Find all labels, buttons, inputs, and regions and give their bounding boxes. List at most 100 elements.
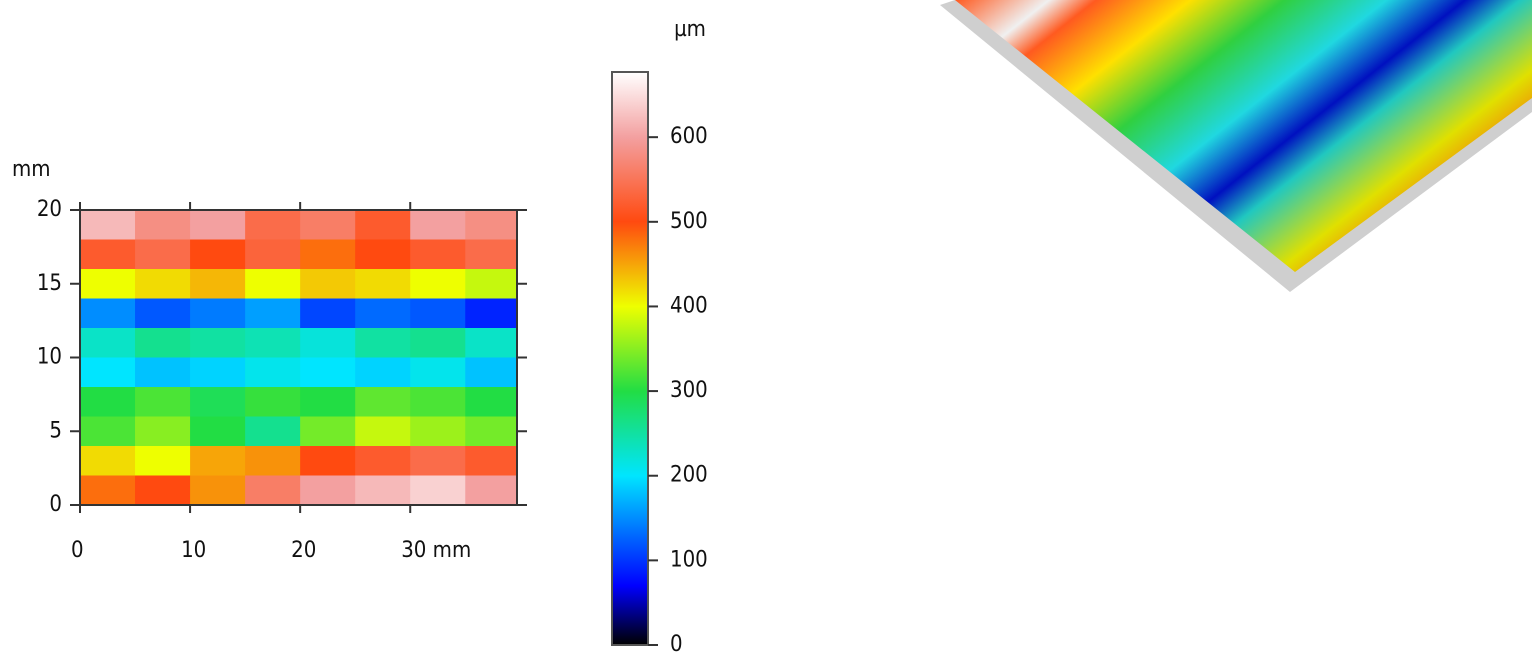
x-tick-label: 20	[291, 538, 316, 563]
heatmap-cell	[245, 475, 301, 506]
heatmap-cell	[135, 210, 191, 240]
colorbar-tick-label: 100	[670, 547, 708, 572]
heatmap-cell	[465, 475, 518, 506]
y-tick-label: 10	[37, 345, 62, 370]
heatmap-cell	[80, 298, 136, 329]
heatmap-cell	[245, 357, 301, 388]
heatmap-cell	[300, 328, 356, 358]
heatmap-cell	[190, 475, 246, 506]
colorbar-unit: µm	[674, 17, 706, 42]
heatmap-cell	[355, 298, 411, 329]
y-unit: mm	[12, 157, 51, 182]
heatmap-cell	[80, 357, 136, 388]
heatmap-cell	[355, 446, 411, 476]
y-tick-label: 15	[37, 271, 62, 296]
heatmap-cell	[410, 446, 466, 476]
heatmap-cell	[80, 446, 136, 476]
x-tick-label: 0	[71, 538, 84, 563]
heatmap-cell	[300, 357, 356, 388]
heatmap-cell	[355, 357, 411, 388]
heatmap-cell	[300, 416, 356, 447]
heatmap-cell	[355, 475, 411, 506]
heatmap-cell	[465, 387, 518, 417]
colorbar-tick-label: 200	[670, 463, 708, 488]
heatmap-cell	[245, 210, 301, 240]
heatmap-cell	[300, 239, 356, 270]
colorbar-tick-label: 500	[670, 209, 708, 234]
heatmap-cell	[300, 269, 356, 299]
heatmap-cell	[410, 387, 466, 417]
heatmap-cell	[190, 446, 246, 476]
heatmap-cell	[355, 210, 411, 240]
heatmap-cell	[190, 210, 246, 240]
colorbar-tick-label: 400	[670, 293, 708, 318]
y-tick-label: 20	[37, 197, 62, 222]
heatmap-cell	[135, 446, 191, 476]
y-tick-label: 0	[49, 492, 62, 517]
heatmap-cell	[465, 239, 518, 270]
heatmap-cell	[355, 416, 411, 447]
heatmap-cell	[135, 298, 191, 329]
colorbar-gradient	[611, 71, 649, 646]
heatmap-cell	[190, 269, 246, 299]
y-tick-label: 5	[49, 418, 62, 443]
heatmap-cell	[80, 387, 136, 417]
heatmap-cell	[410, 298, 466, 329]
heatmap-cell	[80, 416, 136, 447]
heatmap-cell	[410, 210, 466, 240]
heatmap-cell	[410, 416, 466, 447]
heatmap-cell	[300, 210, 356, 240]
heatmap-cell	[300, 387, 356, 417]
heatmap-cell	[135, 357, 191, 388]
heatmap-cell	[410, 239, 466, 270]
heatmap-cell	[465, 416, 518, 447]
heatmap-cell	[135, 387, 191, 417]
heatmap-cell	[300, 446, 356, 476]
heatmap-cell	[245, 328, 301, 358]
heatmap-cell	[245, 446, 301, 476]
heatmap-cell	[355, 269, 411, 299]
heatmap-cell	[410, 328, 466, 358]
heatmap-cell	[465, 446, 518, 476]
colorbar-tick-label: 300	[670, 378, 708, 403]
heatmap-cell	[135, 475, 191, 506]
heatmap-cell	[410, 357, 466, 388]
heatmap-cell	[245, 416, 301, 447]
heatmap-cell	[465, 298, 518, 329]
heatmap-cell	[410, 475, 466, 506]
heatmap-cell	[245, 298, 301, 329]
heatmap-cell	[190, 298, 246, 329]
heatmap-cell	[465, 210, 518, 240]
heatmap-cell	[355, 387, 411, 417]
heatmap-cell	[300, 298, 356, 329]
heatmap-cell	[300, 475, 356, 506]
colorbar-tick-label: 0	[670, 632, 683, 657]
heatmap-cell	[80, 239, 136, 270]
heatmap-cell	[190, 416, 246, 447]
heatmap-cell	[190, 357, 246, 388]
heatmap-cell	[190, 387, 246, 417]
heatmap-cell	[465, 269, 518, 299]
heatmap-cell	[245, 239, 301, 270]
x-tick-label: 10	[181, 538, 206, 563]
heatmap-cell	[80, 475, 136, 506]
heatmap-cell	[410, 269, 466, 299]
heatmap-cell	[245, 387, 301, 417]
heatmap-cell	[465, 357, 518, 388]
x-tick-label: 30 mm	[401, 538, 471, 563]
heatmap-cell	[355, 328, 411, 358]
heatmap-cell	[190, 239, 246, 270]
heatmap-cell	[245, 269, 301, 299]
heatmap-cell	[135, 269, 191, 299]
heatmap-cell	[465, 328, 518, 358]
heatmap-cell	[135, 239, 191, 270]
heatmap-cell	[190, 328, 246, 358]
heatmap-cell	[355, 239, 411, 270]
heatmap-cell	[135, 416, 191, 447]
heatmap-cell	[135, 328, 191, 358]
heatmap-cell	[80, 210, 136, 240]
heatmap-plot: 0 10 20 30 mm 0 5 10 15 20 mm	[12, 157, 527, 563]
colorbar: 0 100 200 300 400 500 600 µm	[611, 17, 708, 657]
surface-3d	[955, 0, 1532, 272]
